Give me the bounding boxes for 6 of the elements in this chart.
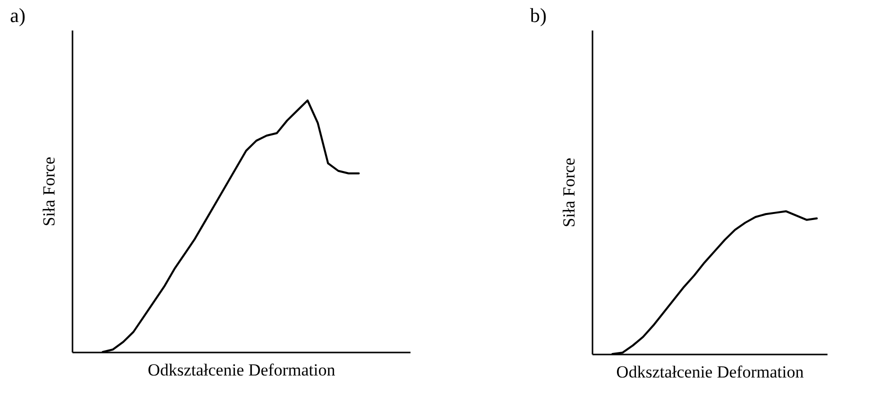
- y-axis-title: Siła Force: [560, 158, 578, 228]
- y-axis-title: Siła Force: [40, 156, 58, 226]
- x-axis-title: Odkształcenie Deformation: [148, 360, 336, 380]
- chart-title: b): [530, 5, 547, 27]
- chart-title: a): [10, 5, 26, 27]
- x-axis-title: Odkształcenie Deformation: [616, 362, 804, 382]
